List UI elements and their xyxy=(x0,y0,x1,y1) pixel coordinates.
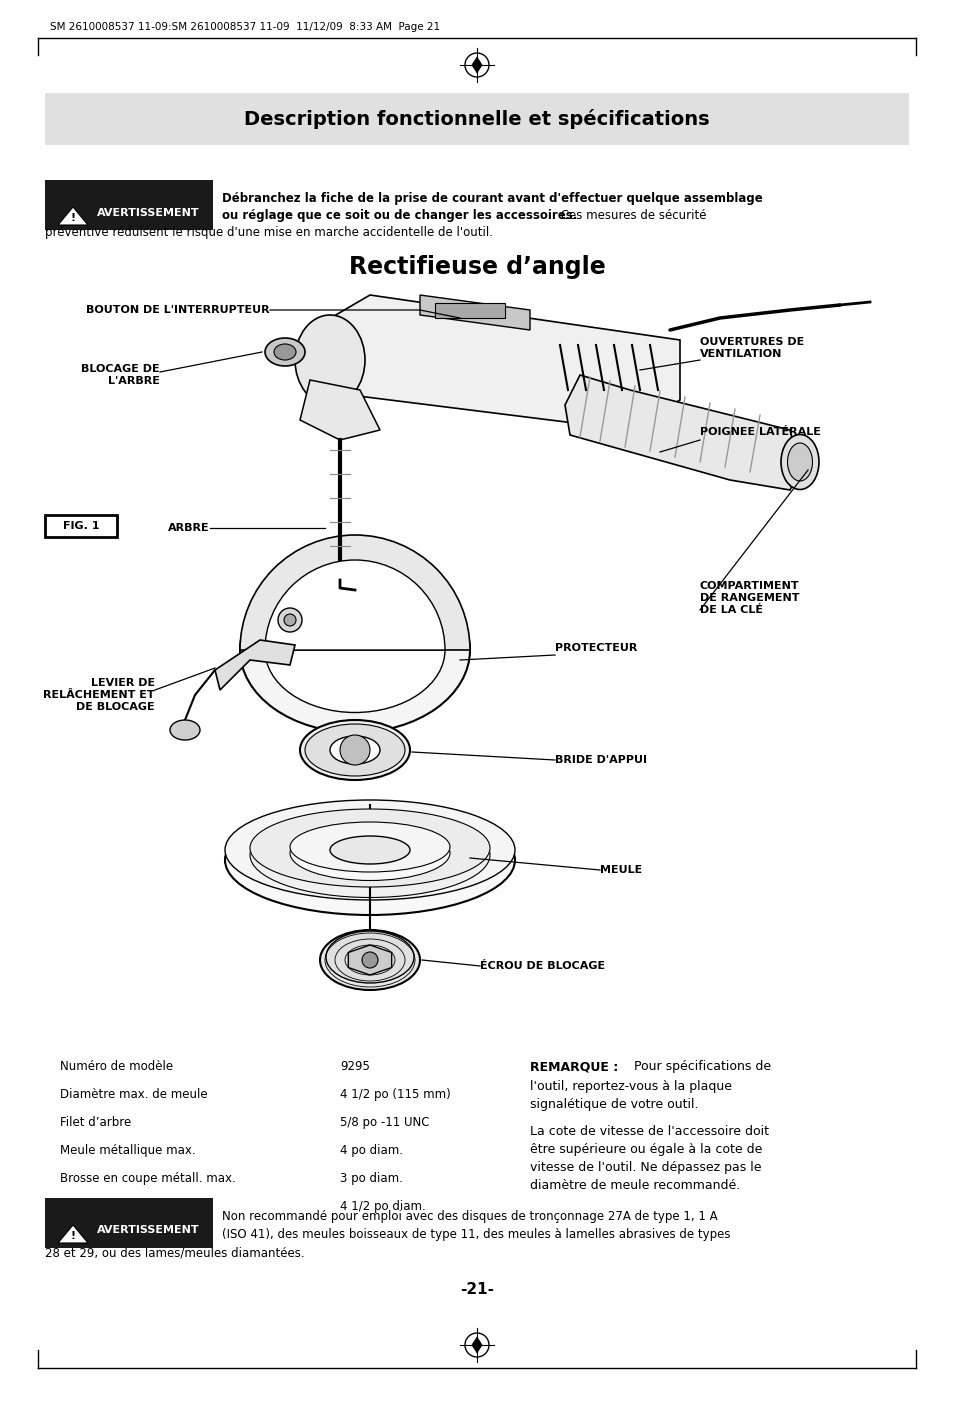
Polygon shape xyxy=(58,207,88,225)
Ellipse shape xyxy=(319,929,419,990)
Text: BLOCAGE DE
L'ARBRE: BLOCAGE DE L'ARBRE xyxy=(81,364,160,385)
Ellipse shape xyxy=(250,813,490,897)
Text: BOUTON DE L'INTERRUPTEUR: BOUTON DE L'INTERRUPTEUR xyxy=(87,305,270,315)
Text: AVERTISSEMENT: AVERTISSEMENT xyxy=(96,208,199,218)
Ellipse shape xyxy=(290,825,450,880)
Ellipse shape xyxy=(240,568,470,733)
Text: (ISO 41), des meules boisseaux de type 11, des meules à lamelles abrasives de ty: (ISO 41), des meules boisseaux de type 1… xyxy=(222,1227,730,1241)
Circle shape xyxy=(361,952,377,967)
Circle shape xyxy=(284,614,295,626)
Polygon shape xyxy=(348,945,392,974)
Ellipse shape xyxy=(225,800,515,900)
Ellipse shape xyxy=(250,808,490,887)
Text: vitesse de l'outil. Ne dépassez pas le: vitesse de l'outil. Ne dépassez pas le xyxy=(530,1161,760,1174)
Polygon shape xyxy=(58,1225,88,1243)
Circle shape xyxy=(339,735,370,765)
Polygon shape xyxy=(472,58,481,73)
Ellipse shape xyxy=(170,720,200,740)
Text: Numéro de modèle: Numéro de modèle xyxy=(60,1060,172,1073)
Text: OUVERTURES DE
VENTILATION: OUVERTURES DE VENTILATION xyxy=(700,337,803,359)
Text: Pour spécifications de: Pour spécifications de xyxy=(629,1060,770,1073)
Bar xyxy=(45,93,908,145)
Text: 4 1/2 po (115 mm): 4 1/2 po (115 mm) xyxy=(339,1088,450,1101)
Text: Diamètre max. de meule: Diamètre max. de meule xyxy=(60,1088,208,1101)
Circle shape xyxy=(473,60,480,69)
Text: La cote de vitesse de l'accessoire doit: La cote de vitesse de l'accessoire doit xyxy=(530,1125,768,1137)
Ellipse shape xyxy=(786,443,812,481)
Text: ou réglage que ce soit ou de changer les accessoires.: ou réglage que ce soit ou de changer les… xyxy=(222,209,577,222)
Text: 5/8 po -11 UNC: 5/8 po -11 UNC xyxy=(339,1116,429,1129)
Text: -21-: -21- xyxy=(459,1282,494,1298)
Wedge shape xyxy=(265,560,444,650)
Text: Rectifieuse d’angle: Rectifieuse d’angle xyxy=(348,254,605,278)
Bar xyxy=(45,180,213,231)
Bar xyxy=(45,1198,213,1249)
Text: 4 po diam.: 4 po diam. xyxy=(339,1144,402,1157)
Text: l'outil, reportez-vous à la plaque: l'outil, reportez-vous à la plaque xyxy=(530,1080,731,1092)
Ellipse shape xyxy=(225,806,515,915)
Text: AVERTISSEMENT: AVERTISSEMENT xyxy=(96,1225,199,1234)
Text: Filet d’arbre: Filet d’arbre xyxy=(60,1116,132,1129)
Text: Meule métallique max.: Meule métallique max. xyxy=(60,1144,195,1157)
Text: Ces mesures de sécurité: Ces mesures de sécurité xyxy=(557,209,706,222)
Text: POIGNEE LATÉRALE: POIGNEE LATÉRALE xyxy=(700,427,820,437)
Text: Disque de ponçage max.: Disque de ponçage max. xyxy=(60,1199,207,1213)
Text: MEULE: MEULE xyxy=(599,865,641,875)
Ellipse shape xyxy=(326,931,414,983)
Text: être supérieure ou égale à la cote de: être supérieure ou égale à la cote de xyxy=(530,1143,761,1156)
Text: 4 1/2 po diam.: 4 1/2 po diam. xyxy=(339,1199,425,1213)
Text: !: ! xyxy=(71,1232,75,1241)
Polygon shape xyxy=(472,1337,481,1353)
Circle shape xyxy=(473,1341,480,1348)
Ellipse shape xyxy=(305,724,405,776)
Bar xyxy=(45,515,117,537)
Text: REMARQUE :: REMARQUE : xyxy=(530,1060,618,1073)
Circle shape xyxy=(277,607,302,633)
Text: ÉCROU DE BLOCAGE: ÉCROU DE BLOCAGE xyxy=(479,960,604,972)
Wedge shape xyxy=(240,536,470,650)
Bar xyxy=(435,304,504,318)
Text: SM 2610008537 11-09:SM 2610008537 11-09  11/12/09  8:33 AM  Page 21: SM 2610008537 11-09:SM 2610008537 11-09 … xyxy=(50,22,439,32)
Ellipse shape xyxy=(265,337,305,366)
Text: signalétique de votre outil.: signalétique de votre outil. xyxy=(530,1098,698,1111)
Text: 3 po diam.: 3 po diam. xyxy=(339,1173,402,1185)
Ellipse shape xyxy=(330,837,410,865)
Text: 28 et 29, ou des lames/meules diamantées.: 28 et 29, ou des lames/meules diamantées… xyxy=(45,1246,304,1258)
Polygon shape xyxy=(214,640,294,690)
Ellipse shape xyxy=(294,315,365,405)
Ellipse shape xyxy=(290,823,450,872)
Text: BRIDE D'APPUI: BRIDE D'APPUI xyxy=(555,755,646,765)
Polygon shape xyxy=(299,380,379,440)
Text: diamètre de meule recommandé.: diamètre de meule recommandé. xyxy=(530,1180,740,1192)
Text: Non recommandé pour emploi avec des disques de tronçonnage 27A de type 1, 1 A: Non recommandé pour emploi avec des disq… xyxy=(222,1211,717,1223)
Text: 9295: 9295 xyxy=(339,1060,370,1073)
Polygon shape xyxy=(419,295,530,330)
Text: ARBRE: ARBRE xyxy=(168,523,210,533)
Text: LEVIER DE
RELÂCHEMENT ET
DE BLOCAGE: LEVIER DE RELÂCHEMENT ET DE BLOCAGE xyxy=(43,679,154,711)
Text: !: ! xyxy=(71,212,75,224)
Text: Débranchez la fiche de la prise de courant avant d'effectuer quelque assemblage: Débranchez la fiche de la prise de coura… xyxy=(222,193,762,205)
Text: PROTECTEUR: PROTECTEUR xyxy=(555,643,637,652)
Ellipse shape xyxy=(265,588,444,713)
Text: FIG. 1: FIG. 1 xyxy=(63,522,99,531)
Ellipse shape xyxy=(781,434,818,489)
Polygon shape xyxy=(310,295,679,430)
Text: COMPARTIMENT
DE RANGEMENT
DE LA CLÉ: COMPARTIMENT DE RANGEMENT DE LA CLÉ xyxy=(700,582,799,614)
Text: préventive réduisent le risque d'une mise en marche accidentelle de l'outil.: préventive réduisent le risque d'une mis… xyxy=(45,226,493,239)
Polygon shape xyxy=(564,375,800,491)
Ellipse shape xyxy=(330,735,379,763)
Ellipse shape xyxy=(299,720,410,780)
Ellipse shape xyxy=(274,344,295,360)
Text: Brosse en coupe métall. max.: Brosse en coupe métall. max. xyxy=(60,1173,235,1185)
Text: Description fonctionnelle et spécifications: Description fonctionnelle et spécificati… xyxy=(244,110,709,129)
